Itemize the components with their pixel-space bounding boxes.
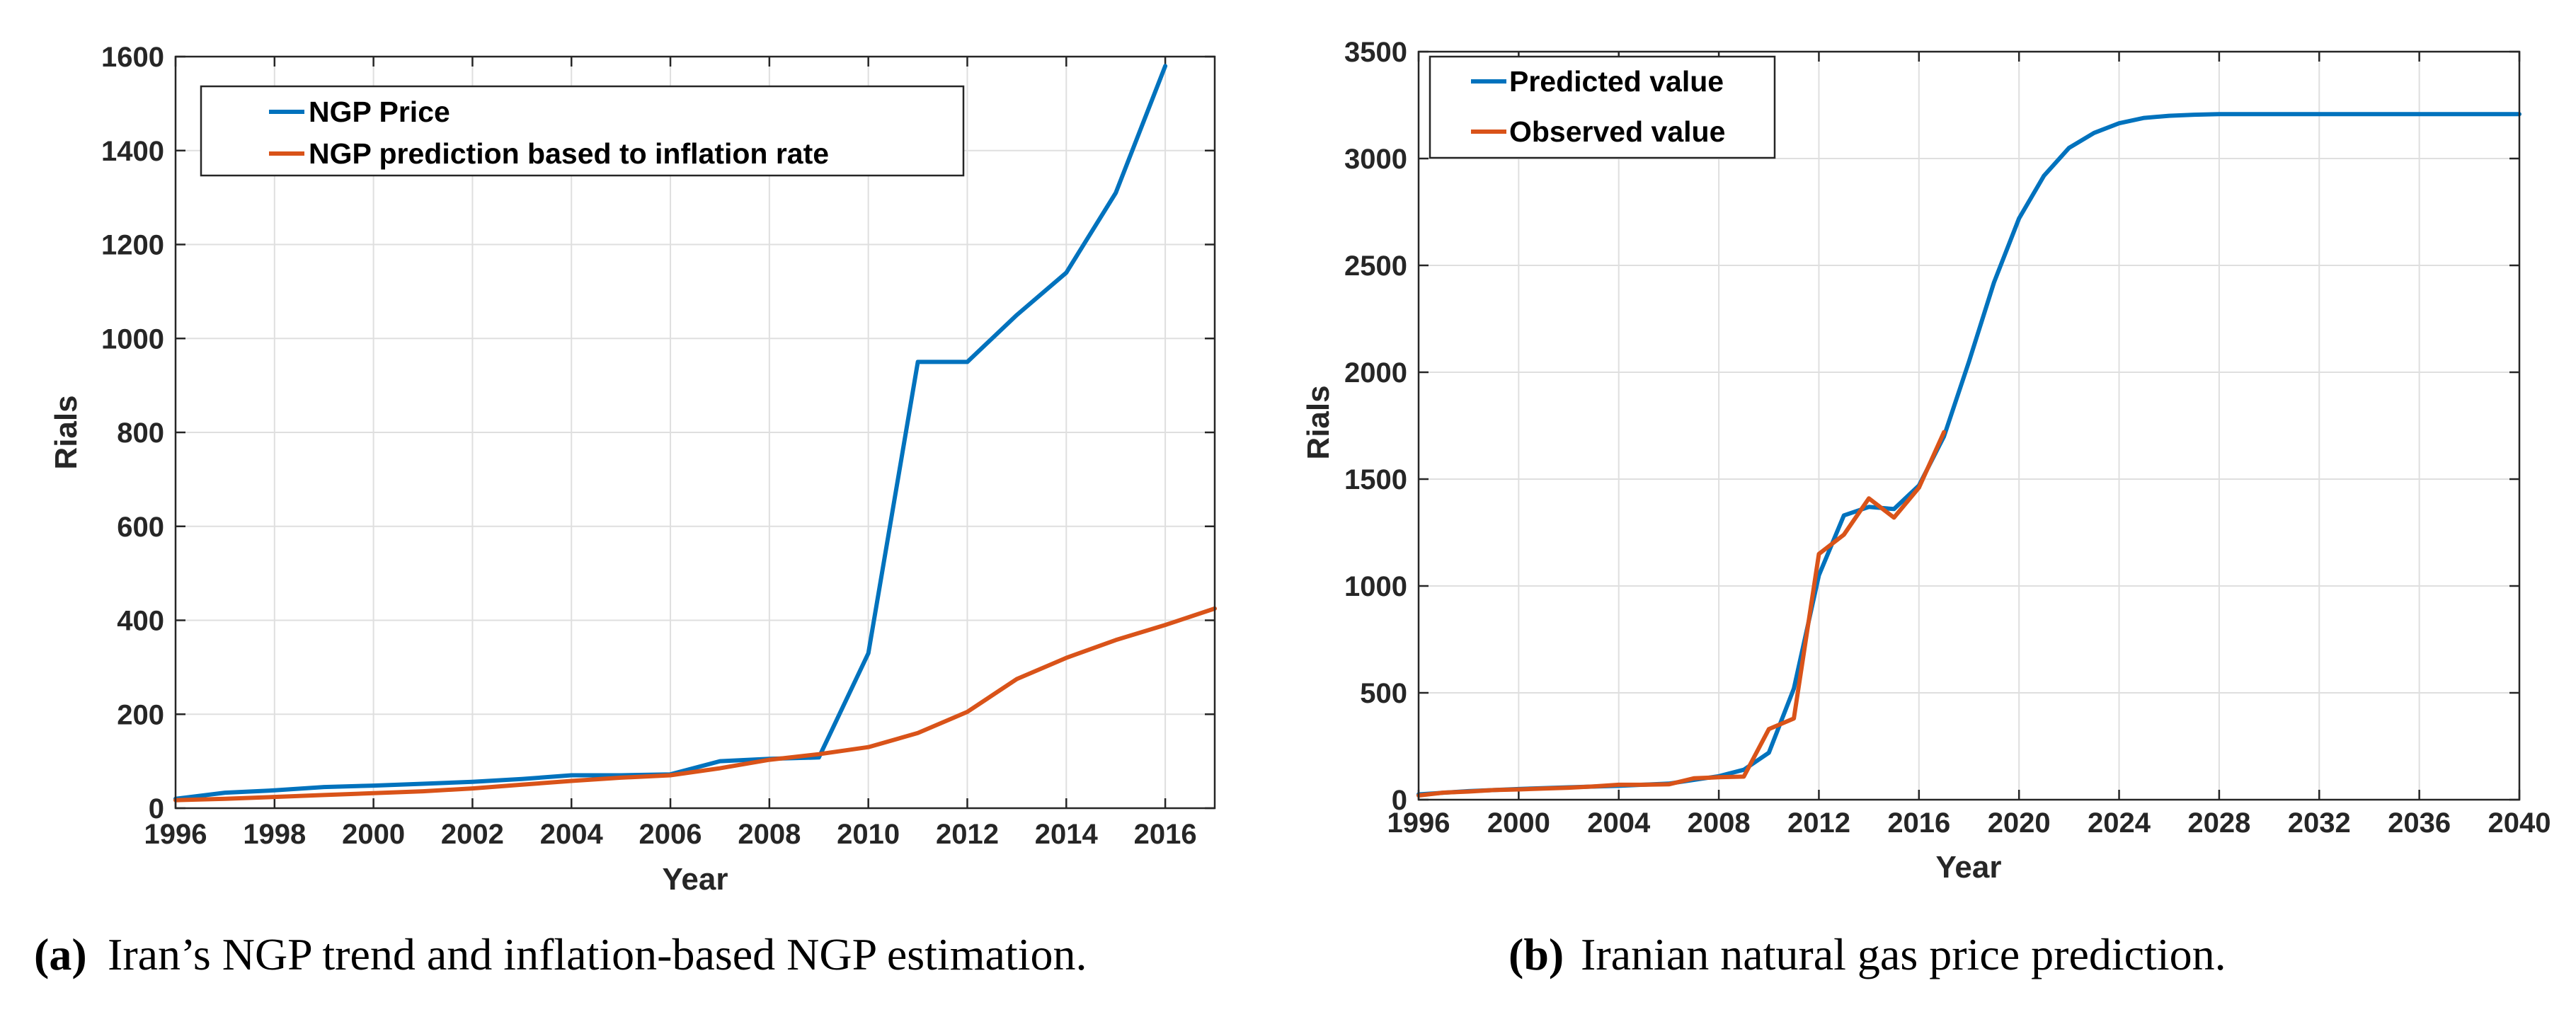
- panel-a-y-tick-label: 600: [117, 512, 164, 543]
- panel-a-legend-label-ngp-price: NGP Price: [309, 96, 450, 128]
- panel-a-x-tick-label: 2008: [738, 819, 801, 850]
- panel-a-y-tick-label: 1400: [101, 136, 164, 167]
- panel-a-legend: NGP Price NGP prediction based to inflat…: [200, 85, 965, 177]
- panel-a-series: [173, 64, 1217, 803]
- caption-b-letter: (b): [1509, 929, 1564, 979]
- panel-a-y-tick-label: 400: [117, 606, 164, 637]
- panel-b-x-tick-label: 2016: [1887, 807, 1950, 839]
- panel-a-y-tick-label: 200: [117, 699, 164, 730]
- panel-a-legend-label-ngp-prediction: NGP prediction based to inflation rate: [309, 137, 829, 170]
- panel-b-y-tick-label: 3500: [1344, 37, 1407, 68]
- panel-a-x-tick-label: 2006: [639, 819, 702, 850]
- caption-a-text: Iran’s NGP trend and inflation-based NGP…: [108, 929, 1087, 979]
- panel-a-y-tick-label: 1600: [101, 42, 164, 73]
- panel-b-y-tick-label: 2000: [1344, 357, 1407, 389]
- panel-b-x-tick-label: 2020: [1988, 807, 2051, 839]
- panel-a-legend-box: [200, 85, 965, 177]
- panel-b-y-tick-label: 0: [1392, 785, 1407, 816]
- panel-a-x-tick-label: 2002: [441, 819, 504, 850]
- panel-a-xlabel: Year: [663, 862, 728, 897]
- panel-a-y-tick-label: 1000: [101, 323, 164, 355]
- panel-b: 1996 2000 2004 2008 2012 2016 2020 2024 2028 2032…: [1301, 37, 2551, 885]
- panel-b-x-tick-label: 2004: [1587, 807, 1651, 839]
- panel-a-ylabel: Rials: [49, 395, 84, 469]
- panel-b-legend: Predicted value Observed value: [1429, 55, 1776, 159]
- panel-b-series-line-observed-value: [1416, 430, 1947, 798]
- panel-b-grid: [1418, 51, 2520, 800]
- panel-b-y-tick-label: 2500: [1344, 251, 1407, 282]
- panel-b-series: [1416, 112, 2521, 798]
- panel-b-axes-box: [1417, 50, 2521, 801]
- panel-b-ylabel: Rials: [1301, 385, 1336, 459]
- panel-b-x-tick-label: 1996: [1387, 807, 1450, 839]
- panel-a-x-tick-label: 2000: [342, 819, 405, 850]
- panel-b-x-tick-label: 2024: [2088, 807, 2151, 839]
- panel-b-legend-box: [1429, 55, 1776, 159]
- panel-a-series-line-ngp-prediction-based-to-inflation-rate: [173, 606, 1217, 803]
- caption-b-text: Iranian natural gas price prediction.: [1581, 929, 2226, 979]
- panel-b-x-tick-label: 2040: [2488, 807, 2551, 839]
- panel-a: 1996 1998 2000 2002 2004 2006 2008 2010 2012 2014…: [49, 42, 1217, 897]
- panel-a-y-tick-label: 800: [117, 418, 164, 449]
- panel-b-x-tick-label: 2032: [2288, 807, 2351, 839]
- panel-a-x-tick-label: 2016: [1134, 819, 1197, 850]
- panel-a-x-tick-label: 1998: [243, 819, 306, 850]
- panel-a-axes-box: [174, 55, 1216, 810]
- panel-b-y-tick-label: 1000: [1344, 571, 1407, 602]
- panel-a-y-tick-label: 1200: [101, 230, 164, 261]
- panel-b-x-tick-label: 2008: [1688, 807, 1751, 839]
- panel-b-xlabel: Year: [1936, 850, 2002, 885]
- panel-b-y-tick-label: 1500: [1344, 464, 1407, 495]
- panel-a-x-tick-label: 2014: [1035, 819, 1099, 850]
- panel-a-x-tick-label: 1996: [144, 819, 207, 850]
- caption-b: (b) Iranian natural gas price prediction…: [1509, 929, 2226, 979]
- panel-b-ticks: 1996 2000 2004 2008 2012 2016 2020 2024 2028 2032…: [1344, 37, 2551, 839]
- panel-b-y-tick-label: 3000: [1344, 144, 1407, 175]
- panel-a-x-tick-label: 2004: [540, 819, 604, 850]
- panel-b-legend-label-predicted: Predicted value: [1509, 65, 1724, 98]
- panel-a-x-tick-label: 2010: [837, 819, 900, 850]
- caption-a: (a) Iran’s NGP trend and inflation-based…: [34, 929, 1087, 979]
- panel-a-x-tick-label: 2012: [936, 819, 999, 850]
- caption-a-letter: (a): [34, 929, 87, 979]
- panel-b-x-tick-label: 2028: [2187, 807, 2250, 839]
- panel-b-x-tick-label: 2036: [2388, 807, 2451, 839]
- panel-b-y-tick-label: 500: [1360, 678, 1407, 709]
- panel-b-legend-label-observed: Observed value: [1509, 115, 1725, 148]
- panel-a-y-tick-label: 0: [149, 793, 164, 824]
- panel-b-x-tick-label: 2012: [1787, 807, 1850, 839]
- panel-b-x-tick-label: 2000: [1487, 807, 1550, 839]
- panel-a-ticks: 1996 1998 2000 2002 2004 2006 2008 2010 2012 2014…: [101, 42, 1215, 850]
